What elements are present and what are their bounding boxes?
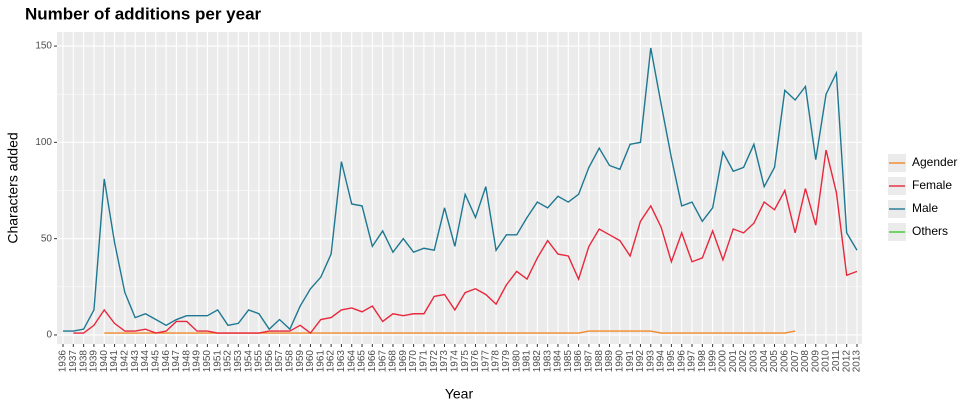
x-tick-label: 1966 (367, 350, 378, 373)
x-tick-label: 1980 (511, 350, 522, 373)
x-tick-label: 1983 (542, 350, 553, 373)
x-axis-title: Year (445, 386, 474, 402)
x-tick-label: 1999 (707, 350, 718, 373)
x-tick-label: 1981 (522, 350, 533, 373)
y-axis-title: Characters added (5, 132, 21, 243)
x-tick-label: 1959 (295, 350, 306, 373)
x-tick-label: 2012 (841, 350, 852, 373)
legend-label: Others (912, 224, 948, 238)
x-tick-label: 2008 (800, 350, 811, 373)
x-tick-label: 1942 (120, 350, 131, 373)
x-tick-label: 1977 (480, 350, 491, 373)
x-tick-label: 1936 (58, 350, 69, 373)
y-tick-label: 100 (35, 137, 52, 148)
x-tick-label: 1944 (140, 350, 151, 373)
x-tick-label: 1973 (439, 350, 450, 373)
x-tick-label: 2004 (759, 350, 770, 373)
x-tick-label: 1951 (212, 350, 223, 373)
x-tick-label: 1958 (284, 350, 295, 373)
x-tick-label: 1954 (243, 350, 254, 373)
x-tick-label: 1972 (429, 350, 440, 373)
x-tick-label: 1957 (274, 350, 285, 373)
x-tick-label: 1991 (625, 350, 636, 373)
x-tick-label: 1982 (532, 350, 543, 373)
plot-background (57, 32, 862, 344)
x-tick-label: 1975 (460, 350, 471, 373)
x-tick-label: 1939 (89, 350, 100, 373)
x-tick-label: 2009 (810, 350, 821, 373)
x-tick-label: 1949 (192, 350, 203, 373)
x-tick-label: 1994 (656, 350, 667, 373)
x-tick-label: 1950 (202, 350, 213, 373)
x-tick-label: 1960 (305, 350, 316, 373)
x-tick-label: 1989 (604, 350, 615, 373)
x-tick-label: 1976 (470, 350, 481, 373)
x-tick-label: 1948 (181, 350, 192, 373)
y-tick-label: 150 (35, 41, 52, 52)
x-tick-label: 1968 (388, 350, 399, 373)
x-tick-label: 1963 (336, 350, 347, 373)
x-tick-label: 1993 (645, 350, 656, 373)
x-tick-label: 1986 (573, 350, 584, 373)
x-tick-label: 1964 (346, 350, 357, 373)
y-tick-label: 0 (46, 330, 52, 341)
x-tick-label: 1995 (666, 350, 677, 373)
x-tick-label: 1952 (223, 350, 234, 373)
series-line (73, 149, 858, 334)
x-tick-label: 1970 (408, 350, 419, 373)
x-tick-label: 2001 (728, 350, 739, 373)
x-tick-label: 2005 (769, 350, 780, 373)
x-tick-label: 1962 (326, 350, 337, 373)
x-tick-label: 2013 (852, 350, 863, 373)
x-tick-label: 1943 (130, 350, 141, 373)
series-line (63, 47, 858, 332)
x-tick-label: 2010 (821, 350, 832, 373)
x-tick-label: 1978 (491, 350, 502, 373)
x-tick-label: 1961 (315, 350, 326, 373)
x-tick-label: 2000 (718, 350, 729, 373)
x-tick-label: 2003 (749, 350, 760, 373)
x-tick-label: 1965 (357, 350, 368, 373)
x-tick-label: 2006 (779, 350, 790, 373)
x-tick-label: 1984 (553, 350, 564, 373)
chart-title: Number of additions per year (25, 4, 262, 23)
x-tick-label: 1937 (68, 350, 79, 373)
x-tick-label: 1971 (419, 350, 430, 373)
x-tick-label: 1985 (563, 350, 574, 373)
legend-label: Female (912, 178, 952, 192)
x-tick-label: 1988 (594, 350, 605, 373)
x-tick-label: 1938 (78, 350, 89, 373)
legend-label: Agender (912, 155, 957, 169)
x-tick-label: 1990 (614, 350, 625, 373)
x-tick-label: 1992 (635, 350, 646, 373)
y-tick-label: 50 (41, 233, 53, 244)
x-tick-label: 1941 (109, 350, 120, 373)
x-tick-label: 1969 (398, 350, 409, 373)
x-tick-label: 1987 (584, 350, 595, 373)
x-tick-label: 1953 (233, 350, 244, 373)
x-tick-label: 1947 (171, 350, 182, 373)
x-tick-label: 1997 (687, 350, 698, 373)
x-tick-label: 1996 (676, 350, 687, 373)
x-tick-label: 1974 (449, 350, 460, 373)
legend-label: Male (912, 201, 938, 215)
x-tick-label: 1967 (377, 350, 388, 373)
x-tick-label: 1998 (697, 350, 708, 373)
x-tick-label: 1940 (99, 350, 110, 373)
x-tick-label: 1945 (150, 350, 161, 373)
x-tick-label: 1956 (264, 350, 275, 373)
x-tick-label: 1946 (161, 350, 172, 373)
x-tick-label: 2002 (738, 350, 749, 373)
x-tick-label: 1955 (254, 350, 265, 373)
x-tick-label: 2007 (790, 350, 801, 373)
x-tick-label: 1979 (501, 350, 512, 373)
x-tick-label: 2011 (831, 350, 842, 372)
